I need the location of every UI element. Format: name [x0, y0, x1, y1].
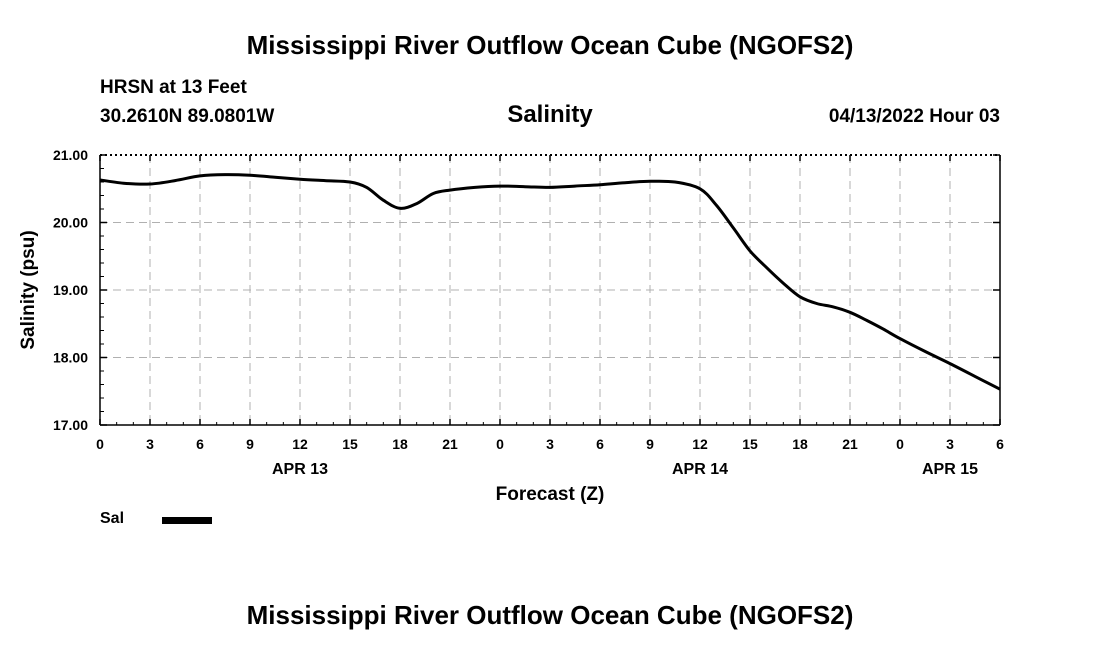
date-label: APR 13	[272, 461, 328, 478]
series-line-sal	[99, 173, 1001, 391]
y-tick-label: 18.00	[53, 350, 88, 366]
x-tick-label: 15	[742, 436, 758, 452]
x-tick-label: 6	[996, 436, 1004, 452]
x-tick-label: 12	[692, 436, 708, 452]
legend-line-swatch	[162, 517, 212, 524]
x-tick-label: 0	[96, 436, 104, 452]
variable-title: Salinity	[507, 101, 593, 128]
x-tick-label: 3	[146, 436, 154, 452]
x-tick-label: 9	[646, 436, 654, 452]
x-tick-label: 0	[496, 436, 504, 452]
date-label: APR 14	[672, 461, 728, 478]
x-tick-label: 12	[292, 436, 308, 452]
y-axis-title: Salinity (psu)	[18, 230, 39, 349]
y-tick-label: 17.00	[53, 417, 88, 433]
forecast-datetime: 04/13/2022 Hour 03	[828, 106, 1000, 127]
x-tick-label: 3	[946, 436, 954, 452]
station-coordinates: 30.2610N 89.0801W	[100, 106, 275, 127]
y-tick-label: 19.00	[53, 282, 88, 298]
footer-main-title: Mississippi River Outflow Ocean Cube (NG…	[246, 600, 854, 630]
x-tick-label: 9	[246, 436, 254, 452]
x-tick-label: 6	[596, 436, 604, 452]
x-tick-label: 3	[546, 436, 554, 452]
y-tick-label: 21.00	[53, 147, 88, 163]
station-label: HRSN at 13 Feet	[100, 77, 247, 98]
y-tick-label: 20.00	[53, 215, 88, 231]
x-tick-label: 15	[342, 436, 358, 452]
x-tick-label: 6	[196, 436, 204, 452]
x-tick-label: 0	[896, 436, 904, 452]
legend-label: Sal	[100, 510, 125, 527]
x-tick-label: 18	[792, 436, 808, 452]
date-label: APR 15	[922, 461, 978, 478]
chart-main-title: Mississippi River Outflow Ocean Cube (NG…	[246, 30, 854, 60]
x-tick-label: 21	[842, 436, 858, 452]
x-tick-label: 18	[392, 436, 408, 452]
x-axis-title: Forecast (Z)	[496, 484, 605, 505]
x-tick-label: 21	[442, 436, 458, 452]
